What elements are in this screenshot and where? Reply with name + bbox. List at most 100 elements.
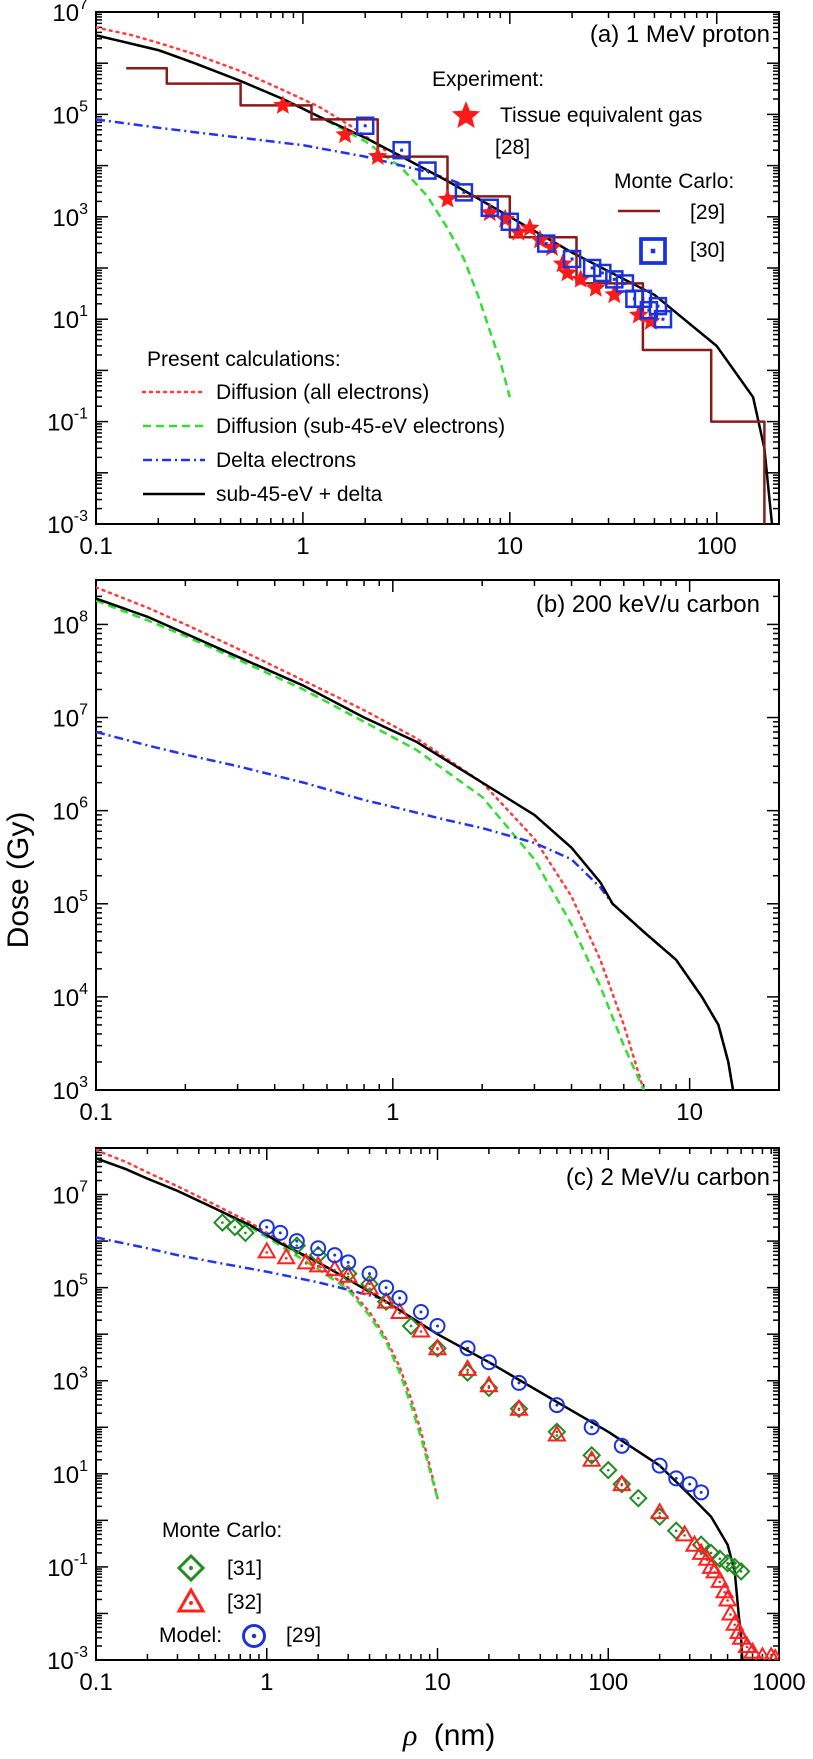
data-point-triangle-dot <box>699 1552 703 1556</box>
legend-tissue-label: Tissue equivalent gas <box>500 104 702 127</box>
data-point-triangle <box>704 1561 725 1579</box>
data-point-diamond <box>509 1399 529 1419</box>
data-point-triangle <box>359 1277 380 1295</box>
data-point-star <box>367 146 388 165</box>
data-point-diamond-dot <box>674 1529 678 1532</box>
data-point-triangle-dot <box>713 1571 716 1574</box>
y-tick-label: 105 <box>52 888 88 919</box>
data-point-square-dot <box>623 281 627 285</box>
x-tick-label: 100 <box>697 533 737 560</box>
data-point-triangle-dot <box>723 1590 726 1594</box>
data-point-circle <box>613 1437 630 1454</box>
series-line-dashdot <box>96 730 735 1090</box>
data-point-square-dot <box>612 277 616 281</box>
series-line-solid <box>96 1157 744 1660</box>
data-point-diamond-dot <box>733 1565 736 1569</box>
data-point-diamond-dot <box>295 1244 299 1247</box>
data-point-star <box>437 188 458 208</box>
x-tick-label: 0.1 <box>79 1669 112 1696</box>
y-tick-label: 10-3 <box>47 1644 88 1675</box>
x-axis-symbol: ρ <box>402 1719 417 1752</box>
data-point-circle-dot <box>466 1346 470 1350</box>
data-point-circle-dot <box>658 1464 662 1468</box>
data-point-triangle-dot <box>590 1459 594 1463</box>
data-point-triangle <box>612 1474 632 1492</box>
data-point-circle <box>651 1457 668 1474</box>
y-tick-label: 103 <box>52 1365 88 1396</box>
legend-mc29-label: [29] <box>690 201 725 224</box>
data-point-square-dot <box>590 266 594 270</box>
x-tick-label: 100 <box>588 1669 628 1696</box>
data-point-circle <box>258 1219 275 1236</box>
data-point-star <box>585 278 606 297</box>
data-point-circle-dot <box>436 1324 439 1328</box>
data-point-circle <box>391 1289 408 1306</box>
x-tick-label: 0.1 <box>79 1099 112 1126</box>
data-point-square-dot <box>508 220 512 224</box>
data-point-circle <box>288 1233 305 1250</box>
data-point-triangle <box>547 1424 567 1442</box>
data-point-circle-dot <box>517 1381 521 1385</box>
data-point-star <box>552 253 573 273</box>
y-tick-label: 104 <box>52 981 88 1012</box>
y-tick-label: 101 <box>52 303 88 334</box>
data-point-diamond <box>360 1274 379 1294</box>
data-point-square <box>593 263 612 283</box>
data-point-star <box>530 229 550 249</box>
data-point-circle <box>681 1476 698 1493</box>
data-point-circle-dot <box>251 1633 257 1639</box>
data-point-diamond <box>287 1236 307 1256</box>
data-point-circle-dot <box>555 1403 559 1407</box>
data-point-diamond-dot <box>637 1496 640 1500</box>
panel-a: 0.1 1 10 100 10-3 10-1 101 103 105 107 (a) 1 MeV … <box>47 0 780 560</box>
data-point-square <box>605 270 624 289</box>
panel-a-title: (a) 1 MeV proton <box>590 21 770 48</box>
x-tick-label: 1 <box>260 1669 273 1696</box>
data-point-triangle <box>457 1358 478 1376</box>
data-point-diamond <box>598 1460 618 1480</box>
x-axis-unit: (nm) <box>434 1719 496 1752</box>
y-tick-label: 10-1 <box>47 1551 88 1582</box>
legend-mc32-marker <box>176 1586 206 1613</box>
data-point-triangle-dot <box>718 1580 722 1584</box>
data-point-diamond <box>236 1223 255 1243</box>
series-line-solid <box>96 597 735 1090</box>
data-point-triangle <box>768 1648 779 1660</box>
data-point-triangle <box>296 1252 316 1270</box>
legend-mc-header: Monte Carlo: <box>614 170 734 193</box>
data-point-triangle <box>308 1255 328 1273</box>
data-point-triangle-dot <box>304 1262 308 1265</box>
y-tick-label: 107 <box>52 0 88 27</box>
data-point-circle <box>378 1279 395 1296</box>
data-point-triangle <box>257 1241 277 1259</box>
legend-model29-label: [29] <box>286 1624 321 1647</box>
data-point-triangle <box>581 1449 602 1467</box>
data-point-triangle <box>717 1589 738 1607</box>
data-point-circle-dot <box>699 1490 703 1494</box>
data-point-circle-dot <box>278 1231 282 1235</box>
data-point-diamond-dot <box>466 1371 469 1374</box>
y-tick-label: 107 <box>52 1179 88 1210</box>
data-point-square <box>392 140 411 160</box>
data-point-square <box>536 234 556 253</box>
data-point-triangle-dot <box>368 1287 371 1290</box>
data-point-triangle <box>684 1534 705 1552</box>
legend-sum-label: sub-45-eV + delta <box>216 483 383 506</box>
legend-model29-marker <box>242 1624 266 1648</box>
data-point-diamond-dot <box>555 1430 559 1434</box>
data-point-diamond <box>401 1316 421 1336</box>
y-tick-label: 103 <box>52 1074 88 1105</box>
data-point-circle <box>583 1419 600 1436</box>
data-point-star <box>335 124 355 144</box>
panel-c-plot <box>96 1148 779 1660</box>
data-point-triangle-dot <box>333 1268 336 1272</box>
data-point-square <box>653 309 673 329</box>
data-point-diamond-dot <box>409 1324 413 1328</box>
data-point-diamond-dot <box>726 1561 729 1565</box>
y-tick-label: 103 <box>52 201 88 232</box>
x-tick-label: 1000 <box>752 1669 805 1696</box>
x-axis-label: ρ (nm) <box>402 1719 495 1752</box>
data-point-diamond-dot <box>709 1551 713 1555</box>
data-point-triangle <box>742 1641 763 1659</box>
y-tick-label: 106 <box>52 795 88 826</box>
